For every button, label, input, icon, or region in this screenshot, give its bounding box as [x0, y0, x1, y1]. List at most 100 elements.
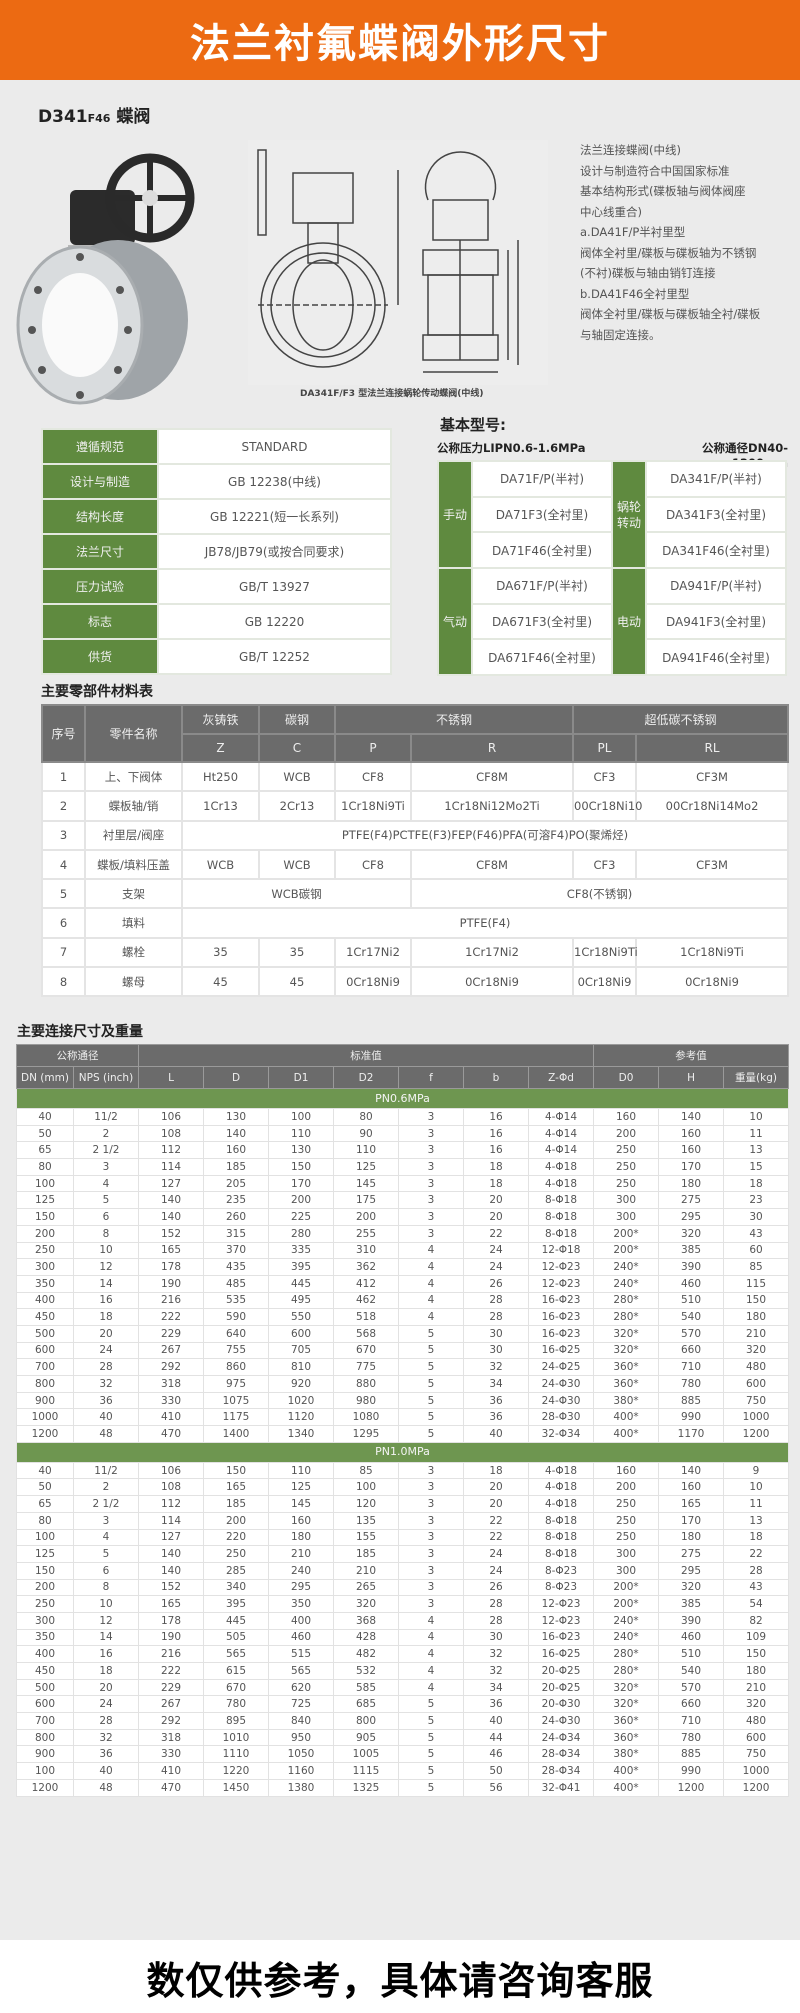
table-cell: 8-Φ18 [527, 1511, 595, 1530]
model-cell: DA941F46(全衬里) [645, 638, 787, 677]
table-cell: 10 [73, 1595, 139, 1613]
table-row: 1200 48 470 1450 1380 1325 5 56 32-Φ41 400* 1200 12… [16, 1778, 790, 1797]
table-cell: 螺母 [84, 966, 183, 998]
table-cell: 34 [463, 1678, 529, 1697]
table-cell: 32 [73, 1375, 139, 1393]
table-cell: 800 [16, 1375, 74, 1393]
table-cell: 518 [333, 1308, 399, 1326]
table-cell: 108 [138, 1124, 204, 1143]
product-description: 法兰连接蝶阀(中线) 设计与制造符合中国国家标准 基本结构形式(碟板轴与阀体阀座… [580, 140, 795, 345]
table-cell: 368 [333, 1611, 399, 1630]
table-row: 设计与制造 GB 12238(中线) [41, 463, 392, 500]
table-cell: 216 [138, 1645, 204, 1663]
table-cell: WCB [258, 760, 336, 793]
table-cell: 210 [333, 1561, 399, 1580]
table-cell: 140 [203, 1124, 269, 1143]
table-cell: 54 [723, 1595, 790, 1613]
spec-label: 标志 [41, 603, 159, 640]
table-cell: 28 [723, 1561, 790, 1580]
table-row: 1200 48 470 1400 1340 1295 5 40 32-Φ34 400* 1170 12… [16, 1425, 790, 1443]
materials-table: 序号 零件名称 灰铸铁 碳钢 不锈钢 超低碳不锈钢 Z C P R PL RL 1 上、下阀体 Ht250 W… [41, 704, 790, 998]
table-row: 400 16 216 535 495 462 4 28 16-Φ23 280* 510 150 [16, 1291, 790, 1310]
table-cell: 1000 [723, 1762, 790, 1780]
table-cell: 8-Φ18 [527, 1191, 595, 1210]
table-cell: 320 [723, 1695, 790, 1714]
table-cell: 1380 [268, 1778, 334, 1797]
table-cell: 35 [258, 936, 336, 969]
table-cell: 4 [73, 1528, 139, 1547]
pressure-band-row: PN1.0MPa [15, 1441, 790, 1463]
table-cell: 660 [658, 1695, 725, 1714]
table-cell: 3 [398, 1578, 464, 1597]
table-cell: 1Cr18Ni9Ti [572, 936, 638, 969]
table-cell: 485 [203, 1274, 269, 1293]
table-cell: 14 [73, 1628, 139, 1647]
table-cell: 10 [723, 1478, 790, 1497]
table-row: 2 蝶板轴/销 1Cr13 2Cr13 1Cr18Ni9Ti 1Cr18Ni12Mo2Ti… [41, 790, 790, 822]
table-row: 600 24 267 755 705 670 5 30 16-Φ25 320* 660 320 [16, 1341, 790, 1360]
table-cell: 1Cr13 [181, 790, 260, 822]
table-cell: 190 [138, 1628, 204, 1647]
table-row: 50 2 108 165 125 100 3 20 4-Φ18 200 160 10 [16, 1478, 790, 1497]
table-cell: 152 [138, 1224, 204, 1243]
table-cell: 填料 [84, 907, 183, 939]
table-cell: 710 [658, 1712, 725, 1730]
table-cell: 24-Φ30 [527, 1391, 595, 1410]
table-cell: 1Cr18Ni12Mo2Ti [409, 790, 575, 822]
table-cell: 16 [463, 1108, 529, 1126]
table-cell: 780 [658, 1728, 725, 1747]
table-cell: 3 [398, 1595, 464, 1613]
table-cell: 600 [268, 1324, 334, 1343]
table-cell: 165 [658, 1495, 725, 1513]
table-cell: CF3M [635, 760, 790, 793]
table-cell: 725 [268, 1695, 334, 1714]
table-cell: 1200 [16, 1425, 74, 1443]
table-cell: 8-Φ23 [527, 1561, 595, 1580]
table-cell: 750 [723, 1745, 790, 1764]
table-cell: 180 [658, 1528, 725, 1547]
table-cell: 670 [203, 1678, 269, 1697]
table-cell: 510 [658, 1645, 725, 1663]
spec-value: GB/T 12252 [157, 638, 392, 675]
table-row: 600 24 267 780 725 685 5 36 20-Φ30 320* 660 320 [16, 1695, 790, 1714]
table-cell: 318 [138, 1728, 204, 1747]
column-header: D2 [333, 1066, 399, 1089]
table-cell: 160 [658, 1478, 725, 1497]
table-cell: 8-Φ18 [527, 1224, 595, 1243]
column-header: 重量(kg) [723, 1066, 790, 1089]
table-cell: 585 [333, 1678, 399, 1697]
table-cell: 400* [593, 1425, 660, 1443]
table-cell: 145 [268, 1495, 334, 1513]
table-row: 7 螺栓 35 35 1Cr17Ni2 1Cr17Ni2 1Cr18Ni9Ti 1Cr18Ni… [41, 936, 790, 969]
table-cell: 65 [16, 1141, 74, 1160]
table-cell: 85 [723, 1258, 790, 1276]
table-row: 80 3 114 185 150 125 3 18 4-Φ18 250 170 15 [16, 1158, 790, 1176]
table-cell: 4-Φ14 [527, 1124, 595, 1143]
table-cell: 905 [333, 1728, 399, 1747]
table-cell: 18 [723, 1174, 790, 1193]
table-cell: 9 [723, 1461, 790, 1480]
column-group-header: 公称通径 [16, 1044, 139, 1067]
table-cell: 30 [463, 1628, 529, 1647]
column-group-header: 序号 [41, 704, 86, 763]
table-cell: WCB [181, 848, 260, 881]
table-cell: 450 [16, 1662, 74, 1680]
table-cell: 5 [398, 1425, 464, 1443]
table-cell: 1400 [203, 1425, 269, 1443]
table-row: 125 5 140 250 210 185 3 24 8-Φ18 300 275 22 [16, 1545, 790, 1563]
table-cell: 150 [16, 1561, 74, 1580]
table-cell: 3 [398, 1511, 464, 1530]
table-cell: 200* [593, 1595, 660, 1613]
table-row: 450 18 222 615 565 532 4 32 20-Φ25 280* 540 180 [16, 1662, 790, 1680]
table-cell: 480 [723, 1712, 790, 1730]
table-cell: 135 [333, 1511, 399, 1530]
table-cell: 267 [138, 1695, 204, 1714]
table-cell: 140 [658, 1108, 725, 1126]
table-cell: 295 [268, 1578, 334, 1597]
table-cell: 300 [16, 1258, 74, 1276]
table-cell: 292 [138, 1712, 204, 1730]
table-cell: 8-Φ18 [527, 1528, 595, 1547]
table-cell: 18 [73, 1662, 139, 1680]
model-cell: DA671F46(全衬里) [471, 638, 613, 677]
spec-label: 设计与制造 [41, 463, 159, 500]
